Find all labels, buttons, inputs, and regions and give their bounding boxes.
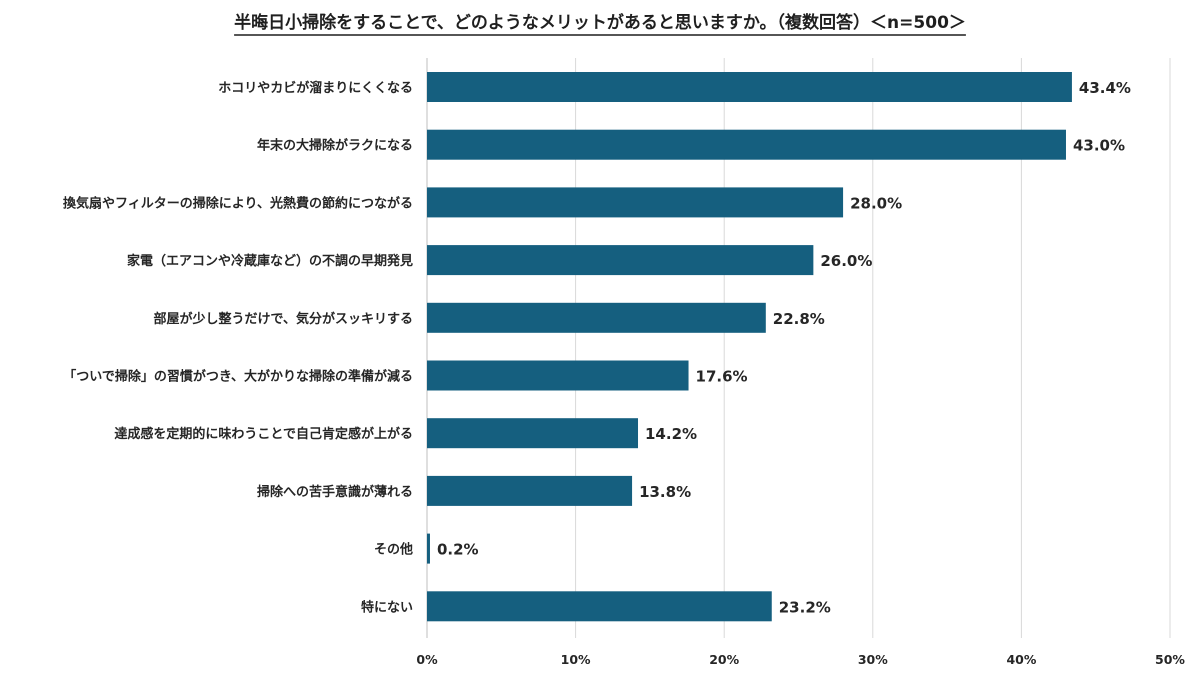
data-label: 13.8% <box>639 483 691 501</box>
category-label: 年末の大掃除がラクになる <box>257 138 413 154</box>
data-label: 0.2% <box>437 541 479 559</box>
data-label: 43.0% <box>1073 137 1125 155</box>
bar <box>427 129 1066 160</box>
data-label: 43.4% <box>1079 79 1131 97</box>
category-label: 部屋が少し整うだけで、気分がスッキリする <box>154 311 413 327</box>
bar <box>427 187 844 218</box>
category-label: ホコリやカビが溜まりにくくなる <box>218 80 413 96</box>
bar <box>427 245 814 276</box>
category-label: 特にない <box>361 599 413 615</box>
x-tick-label: 50% <box>1155 652 1185 667</box>
x-tick-label: 0% <box>416 652 438 667</box>
chart-title: 半晦日小掃除をすることで、どのようなメリットがあると思いますか。（複数回答）＜n… <box>234 12 966 33</box>
data-label: 22.8% <box>773 310 825 328</box>
bars <box>427 72 1072 622</box>
labels: 0% 10% 20% 30% 40% 50% ホコリやカビが溜まりにくくなる 43.4% 年末の… <box>63 79 1185 667</box>
bar <box>427 418 639 449</box>
bar <box>427 360 689 391</box>
category-label: 「ついで掃除」の習慣がつき、大がかりな掃除の準備が減る <box>63 369 413 385</box>
data-label: 17.6% <box>696 368 748 386</box>
bar <box>427 591 772 622</box>
x-tick-label: 30% <box>858 652 888 667</box>
data-label: 23.2% <box>779 598 831 616</box>
bar <box>427 475 633 506</box>
data-label: 14.2% <box>645 425 697 443</box>
bar <box>427 533 430 564</box>
category-label: 換気扇やフィルターの掃除により、光熱費の節約につながる <box>63 195 413 211</box>
x-tick-label: 20% <box>709 652 739 667</box>
bar <box>427 302 766 333</box>
x-tick-label: 10% <box>561 652 591 667</box>
category-label: 掃除への苦手意識が薄れる <box>257 484 413 500</box>
data-label: 28.0% <box>850 194 902 212</box>
bar <box>427 72 1072 102</box>
category-label: 達成感を定期的に味わうことで自己肯定感が上がる <box>114 426 413 442</box>
category-label: その他 <box>374 542 413 558</box>
x-tick-label: 40% <box>1006 652 1036 667</box>
category-label: 家電（エアコンや冷蔵庫など）の不調の早期発見 <box>127 253 413 269</box>
data-label: 26.0% <box>820 252 872 270</box>
